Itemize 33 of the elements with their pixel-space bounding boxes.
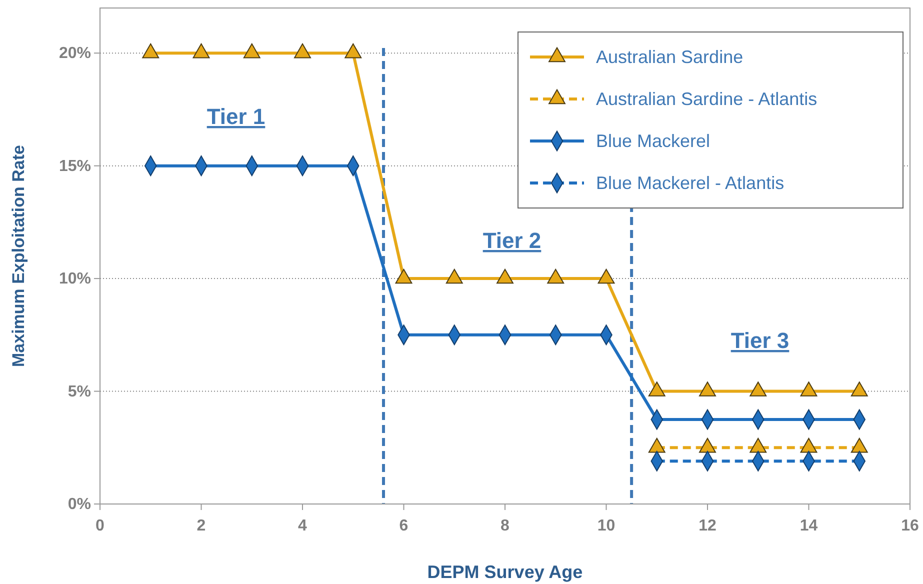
y-tick-label: 15% <box>58 158 91 175</box>
annotation: Tier 3 <box>730 328 790 353</box>
x-tick-label: 10 <box>597 518 616 535</box>
legend-label: Blue Mackerel - Atlantis <box>596 173 784 193</box>
x-axis-title: DEPM Survey Age <box>427 562 583 582</box>
y-axis-title: Maximum Exploitation Rate <box>9 145 28 367</box>
point <box>243 43 260 58</box>
point <box>395 268 412 284</box>
y-tick-label: 20% <box>58 45 91 62</box>
x-tick-label: 4 <box>298 518 308 535</box>
y-tick-label: 0% <box>68 496 91 514</box>
point <box>142 43 160 58</box>
point <box>446 268 463 284</box>
x-tick-label: 6 <box>399 518 408 535</box>
y-tick-label: 5% <box>68 383 91 400</box>
annotation: Tier 1 <box>206 104 266 129</box>
point <box>344 43 362 58</box>
point <box>192 43 210 58</box>
point <box>496 268 514 284</box>
x-tick-label: 16 <box>901 518 919 535</box>
x-tick-label: 12 <box>698 518 716 535</box>
point <box>598 268 615 284</box>
x-tick-label: 0 <box>96 518 105 535</box>
point <box>547 268 564 284</box>
annotation: Tier 2 <box>482 228 542 253</box>
legend-label: Blue Mackerel <box>596 131 710 151</box>
y-tick-label: 10% <box>58 270 91 288</box>
point <box>294 43 311 58</box>
x-tick-label: 14 <box>800 518 818 535</box>
legend-label: Australian Sardine - Atlantis <box>596 89 818 109</box>
x-tick-label: 2 <box>196 518 206 535</box>
legend-label: Australian Sardine <box>596 47 744 67</box>
x-tick-label: 8 <box>500 518 510 535</box>
